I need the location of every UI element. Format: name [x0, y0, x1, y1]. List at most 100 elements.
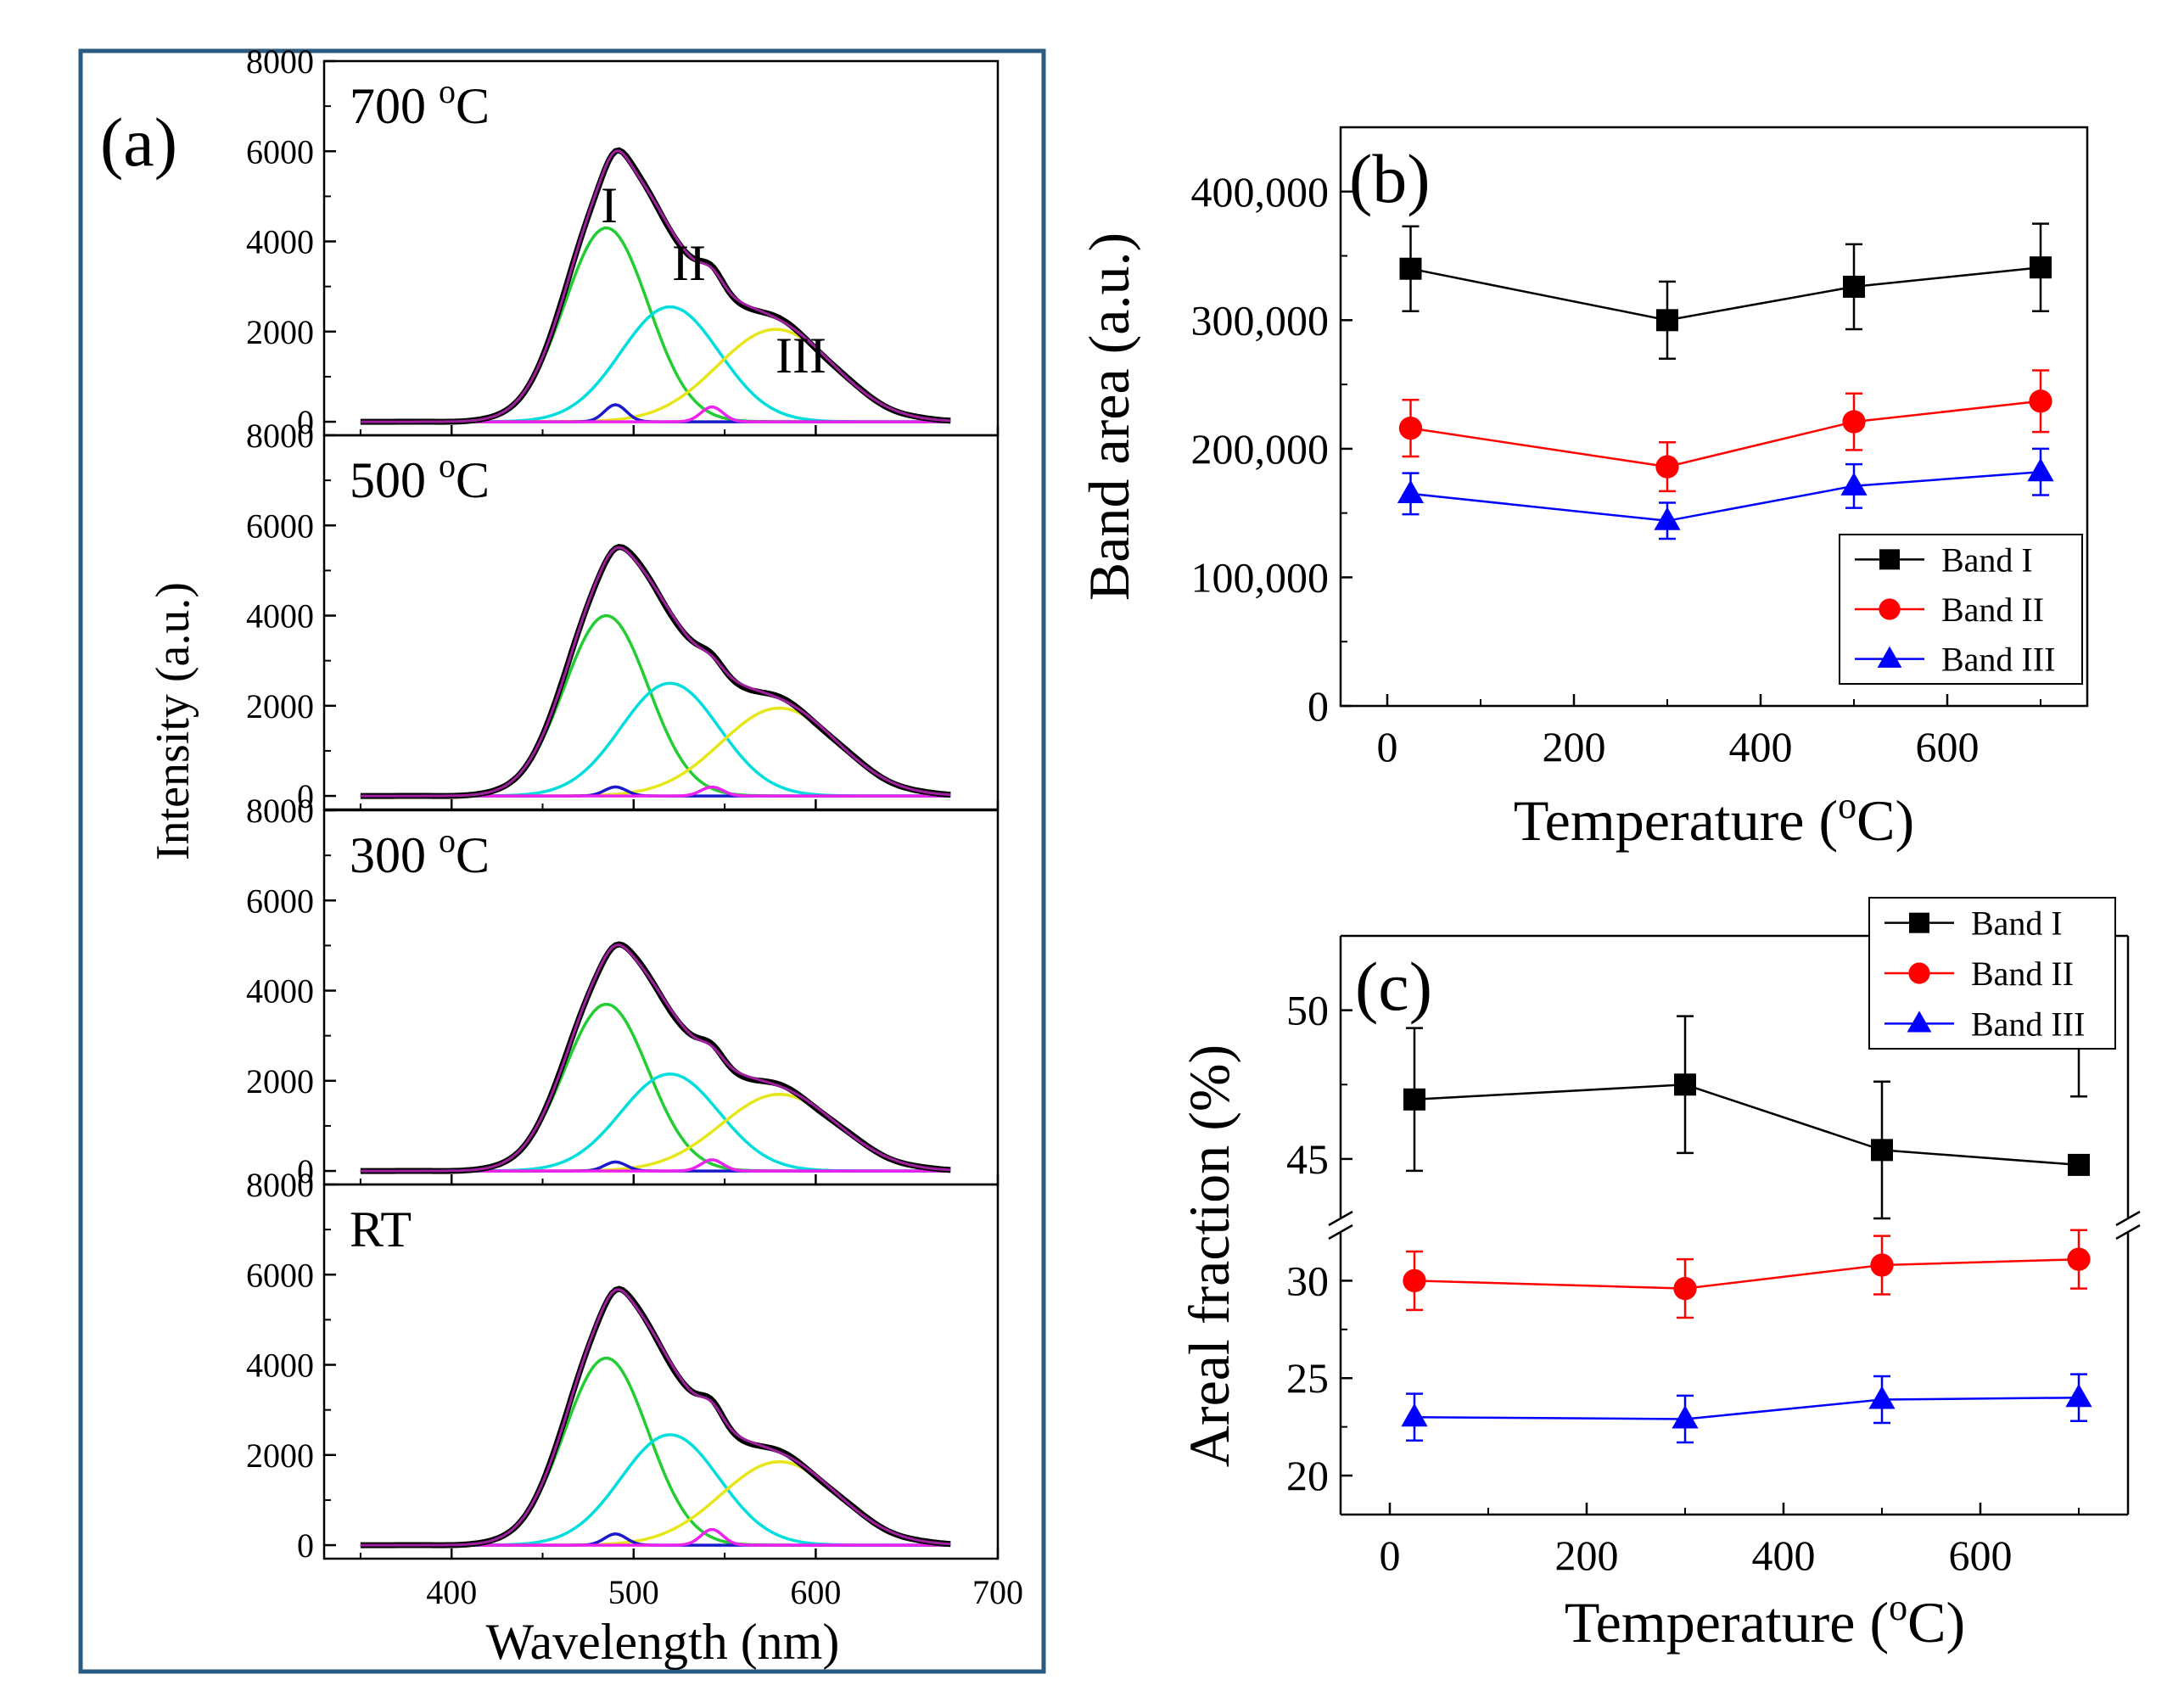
data-point	[1398, 416, 1423, 440]
band-label-I: I	[601, 177, 618, 233]
y-tick-label: 4000	[246, 223, 314, 261]
subpanel-label-main: RT	[350, 1201, 412, 1257]
series-line	[1414, 1084, 2080, 1167]
panel-c-plot-frame	[1328, 934, 2141, 1516]
series-line	[1414, 1257, 2080, 1290]
series-line	[1410, 470, 2041, 523]
data-point	[1654, 507, 1681, 530]
panel-b-plot-frame	[1339, 126, 2089, 708]
y-tick-label: 100,000	[1191, 553, 1330, 601]
y-tick-label: 8000	[246, 42, 314, 81]
subpanel-temperature-label: 700 oC	[350, 72, 490, 134]
series-line	[1410, 400, 2041, 468]
subpanel-label-sup: o	[439, 72, 456, 110]
x-tick-label: 0	[1377, 723, 1398, 770]
y-tick-label: 2000	[246, 1436, 314, 1475]
y-tick-label: 8000	[246, 1166, 314, 1204]
legend-entry-label: Band II	[1971, 955, 2074, 993]
band-curve-III	[360, 328, 951, 423]
data-point	[1403, 1268, 1426, 1293]
spectrum-subpanel-1: 0 2000 4000 6000 8000 500 oC	[246, 417, 1000, 815]
fit-envelope-line	[360, 943, 951, 1173]
data-point	[1879, 549, 1900, 570]
data-point	[1907, 1011, 1932, 1033]
panel-b-series	[1397, 222, 2054, 540]
panel-b-xlabel-unit: C)	[1856, 788, 1914, 853]
x-tick-label: 600	[1949, 1532, 2013, 1579]
x-tick-label: 700	[972, 1573, 1023, 1611]
fit-envelope-line	[360, 149, 951, 423]
panel-c-xlabel: Temperature (oC)	[1565, 1587, 1965, 1655]
panel-c-break-right-1	[2115, 1210, 2141, 1227]
legend-entry-label: Band II	[1941, 591, 2044, 629]
band-curve-I	[360, 613, 951, 798]
band-curve-I	[360, 1002, 951, 1173]
band-label-II: II	[672, 235, 706, 291]
panel-c-xlabel-sup: o	[1889, 1587, 1907, 1628]
data-point	[1868, 1386, 1896, 1409]
y-tick-label: 0	[297, 403, 314, 441]
series-line	[1414, 1396, 2080, 1420]
series-band-i	[1403, 1015, 2090, 1220]
series-band-i	[1399, 222, 2052, 361]
y-tick-label: 6000	[246, 1256, 314, 1294]
y-tick-label: 2000	[246, 313, 314, 351]
subpanel-temperature-label: RT	[350, 1201, 412, 1257]
series-line	[1410, 266, 2041, 322]
data-point	[1399, 257, 1422, 280]
subpanel-temperature-label: 500 oC	[350, 446, 490, 508]
y-tick-label: 6000	[246, 882, 314, 920]
legend-entry-label: Band III	[1941, 641, 2055, 679]
panel-a-ylabel: Intensity (a.u.)	[147, 582, 199, 860]
spectrum-subpanel-3: 0 2000 4000 6000 8000 RT	[246, 1166, 1000, 1565]
y-tick-label: 4000	[246, 972, 314, 1011]
y-tick-label: 2000	[246, 1062, 314, 1100]
panel-c-xlabel-unit: C)	[1907, 1590, 1965, 1655]
panel-b-ylabel: Band area (a.u.)	[1077, 232, 1141, 601]
data-point	[1871, 1139, 1893, 1162]
y-tick-label: 4000	[246, 597, 314, 636]
x-tick-label: 400	[426, 1573, 477, 1611]
x-tick-label: 400	[1729, 723, 1793, 770]
measured-spectrum-line	[360, 1285, 951, 1548]
measured-spectrum-line	[360, 941, 951, 1174]
panel-c-break-right-2	[2115, 1224, 2141, 1240]
panel-a-xlabel: Wavelength (nm)	[486, 1614, 840, 1670]
y-tick-label: 25	[1286, 1354, 1329, 1402]
subpanel-label-unit: C	[456, 452, 490, 508]
panel-b-axes: 0 100,000 200,000 300,000 400,000 0 200 400 600	[1191, 126, 2041, 770]
y-tick-label: 50	[1286, 987, 1329, 1034]
subpanel-label-sup: o	[439, 446, 456, 484]
y-tick-label: 2000	[246, 687, 314, 725]
x-tick-label: 200	[1543, 723, 1606, 770]
y-tick-label: 45	[1286, 1135, 1329, 1183]
subpanel-frame	[322, 1183, 1000, 1560]
data-point	[1843, 275, 1865, 298]
subpanel-label-main: 300	[350, 827, 439, 883]
y-tick-label: 20	[1286, 1452, 1329, 1499]
x-tick-label: 400	[1752, 1532, 1816, 1579]
panel-a: (a) Intensity (a.u.) Wavelength (nm) 0 20…	[78, 42, 1046, 1674]
panel-b-xlabel: Temperature (oC)	[1514, 785, 1914, 853]
band-curve-III	[360, 1460, 951, 1547]
legend-entry-label: Band III	[1971, 1005, 2085, 1043]
panel-a-frame	[78, 48, 1046, 1674]
data-point	[1401, 1403, 1428, 1427]
x-tick-label: 200	[1555, 1532, 1619, 1579]
data-point	[1403, 1088, 1425, 1111]
panel-b-xlabel-main: Temperature (	[1514, 788, 1838, 853]
data-point	[1908, 962, 1930, 984]
panel-c-label: (c)	[1355, 948, 1432, 1025]
data-point	[1842, 410, 1866, 434]
data-point	[1879, 598, 1901, 620]
data-point	[1909, 912, 1929, 933]
panel-b: (b) Band area (a.u.) Temperature (oC) 0 1…	[1077, 126, 2089, 853]
data-point	[1655, 455, 1679, 479]
series-band-iii	[1401, 1373, 2092, 1444]
band-curve-III	[360, 1092, 951, 1173]
y-tick-label: 400,000	[1191, 168, 1330, 216]
panel-c-ylabel: Areal fraction (%)	[1177, 1044, 1241, 1467]
panel-b-xlabel-sup: o	[1838, 785, 1856, 826]
